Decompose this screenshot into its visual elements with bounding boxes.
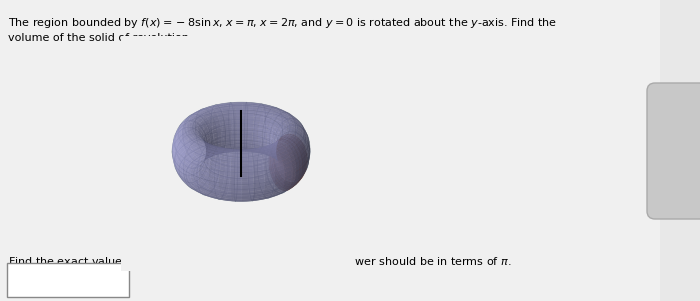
- FancyBboxPatch shape: [7, 263, 129, 297]
- FancyBboxPatch shape: [647, 83, 700, 219]
- FancyBboxPatch shape: [0, 0, 660, 301]
- Text: volume of the solid of revolution.: volume of the solid of revolution.: [8, 33, 192, 43]
- Text: Find the exact value; write answer without decimals. Your answer should be in te: Find the exact value; write answer witho…: [8, 255, 512, 268]
- Text: The region bounded by $f(x) = -8\sin x$, $x = \pi$, $x = 2\pi$, and $y = 0$ is r: The region bounded by $f(x) = -8\sin x$,…: [8, 16, 557, 30]
